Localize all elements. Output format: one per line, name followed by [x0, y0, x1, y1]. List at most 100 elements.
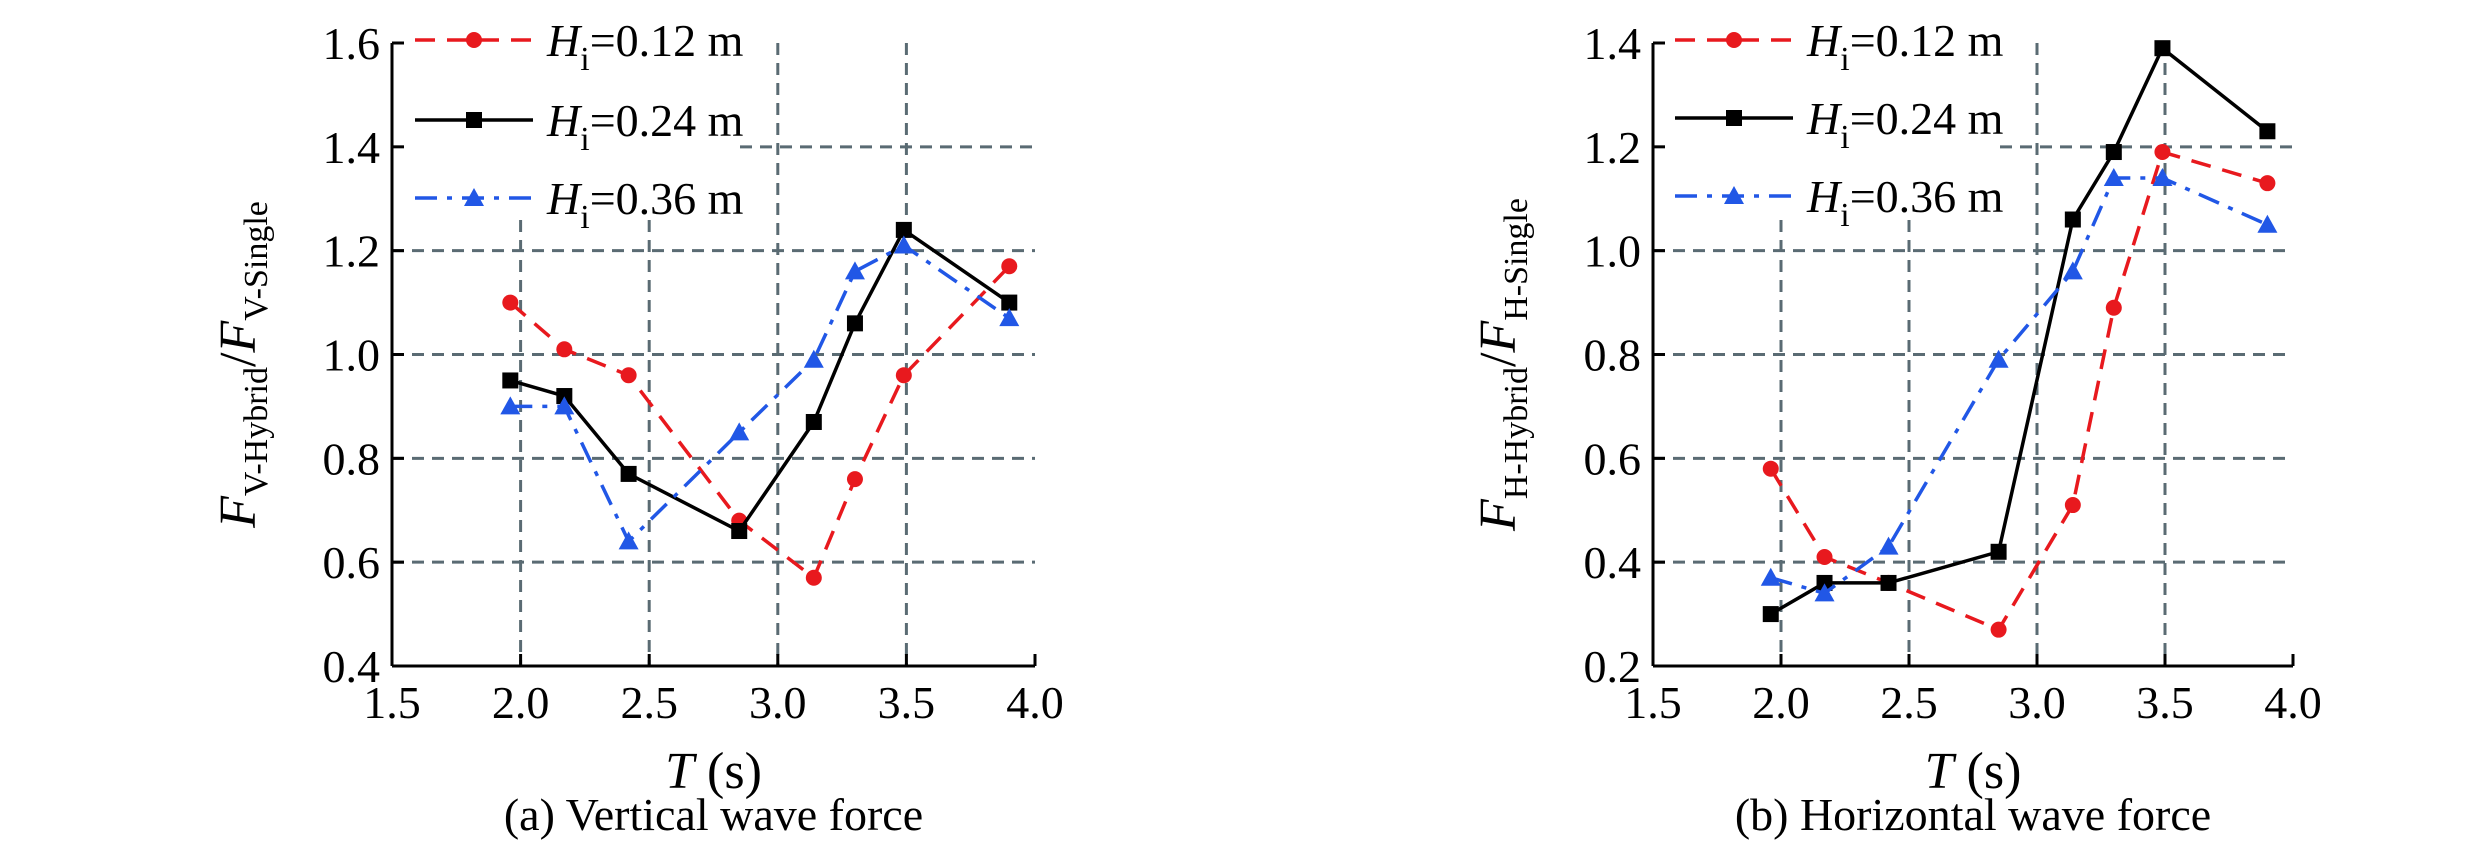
data-point [500, 396, 521, 415]
y-tick-label: 1.0 [1584, 226, 1642, 277]
data-point [620, 367, 637, 384]
series-line [1769, 149, 2268, 632]
y-tick-label: 1.2 [323, 226, 381, 277]
legend-label-value: =0.12 m [1850, 15, 2004, 66]
x-tick-label: 1.5 [363, 677, 421, 728]
legend-entry: Hi=0.24 m [1675, 93, 2004, 156]
data-point [846, 315, 863, 332]
series-line [509, 227, 1011, 534]
legend-entry: Hi=0.24 m [415, 95, 744, 158]
legend-label: Hi=0.24 m [1806, 93, 2004, 156]
legend-label: Hi=0.36 m [1806, 171, 2004, 234]
legend-label-value: =0.24 m [590, 95, 744, 146]
y-tick-label: 0.8 [1584, 330, 1642, 381]
x-tick-label: 2.0 [492, 677, 550, 728]
y-axis-label: FH-Hybrid/FH-Single [1470, 198, 1535, 532]
figure-caption: (a) Vertical wave force [504, 789, 923, 840]
data-point [620, 465, 637, 482]
data-point [1816, 574, 1833, 591]
data-point [846, 471, 863, 488]
y-axis-label-subscript: H-Single [1498, 198, 1535, 321]
data-point [1762, 606, 1779, 623]
data-point [618, 531, 639, 550]
data-point [502, 372, 519, 389]
data-point [805, 413, 822, 430]
legend-label-symbol: H [546, 173, 583, 224]
data-point [803, 349, 824, 368]
data-point [895, 367, 912, 384]
y-tick-label: 1.4 [323, 122, 381, 173]
legend-marker [1726, 110, 1742, 126]
legend-label-subscript: i [1840, 197, 1849, 234]
legend-marker [466, 112, 482, 128]
x-tick-label: 2.5 [620, 677, 678, 728]
legend-label: Hi=0.12 m [1806, 15, 2004, 78]
series-line [509, 265, 1011, 581]
legend-label-subscript: i [1840, 41, 1849, 78]
chart-panel-a: 1.5 2.0 2.5 3.0 3.5 4.0 0.4 0.6 0.8 1.0 1.2 1.4 1.6 T… [210, 15, 1064, 840]
data-point [1814, 583, 1835, 602]
legend-label-subscript: i [580, 41, 589, 78]
x-tick-label: 3.0 [749, 677, 807, 728]
y-axis-label: FV-Hybrid/FV-Single [210, 201, 275, 529]
data-point [731, 523, 748, 540]
y-axis-label-symbol: F [210, 320, 267, 354]
data-point [1990, 621, 2007, 638]
series-line [1770, 176, 2269, 596]
legend-label-symbol: H [1806, 15, 1843, 66]
legend-label-subscript: i [1840, 119, 1849, 156]
legend-label-symbol: H [546, 95, 583, 146]
series-square [1762, 40, 2276, 623]
y-tick-label: 1.4 [1584, 18, 1642, 69]
data-point [2257, 214, 2278, 233]
data-point [2062, 261, 2083, 280]
data-point [2154, 144, 2171, 161]
y-axis-label-subscript: H-Hybrid [1498, 367, 1535, 499]
x-tick-label: 3.5 [2136, 677, 2194, 728]
data-point [2105, 299, 2122, 316]
data-point [1880, 574, 1897, 591]
x-tick-label: 3.0 [2008, 677, 2066, 728]
y-axis-label-symbol: F [1470, 320, 1527, 354]
data-point [729, 422, 750, 441]
legend-entry: Hi=0.12 m [415, 15, 744, 78]
legend-label-value: =0.12 m [590, 15, 744, 66]
x-axis-label-symbol: T [1925, 743, 1957, 800]
data-point [556, 388, 573, 405]
data-point [554, 396, 575, 415]
x-axis-label: T (s) [665, 743, 762, 800]
data-point [2259, 123, 2276, 140]
data-point [1990, 543, 2007, 560]
legend-label: Hi=0.24 m [546, 95, 744, 158]
data-point [2064, 211, 2081, 228]
y-tick-label: 0.8 [323, 433, 381, 484]
data-point [2154, 40, 2171, 57]
y-axis-label-symbol: F [1470, 498, 1527, 532]
data-point [1001, 294, 1018, 311]
data-point [2152, 167, 2173, 186]
data-point [844, 261, 865, 280]
data-point [502, 294, 519, 311]
legend-label-subscript: i [580, 121, 589, 158]
data-point [1001, 258, 1018, 275]
legend-entry: Hi=0.36 m [1675, 171, 2004, 234]
y-tick-label: 0.6 [1584, 433, 1642, 484]
y-tick-label: 0.6 [323, 537, 381, 588]
y-tick-label: 1.6 [323, 18, 381, 69]
x-tick-label: 4.0 [1006, 677, 1064, 728]
data-point [999, 308, 1020, 327]
data-point [2064, 497, 2081, 514]
legend-label: Hi=0.36 m [546, 173, 744, 236]
data-point [2259, 175, 2276, 192]
legend-label-symbol: H [1806, 93, 1843, 144]
legend-label-subscript: i [580, 199, 589, 236]
data-point [895, 221, 912, 238]
series-square [502, 221, 1018, 540]
legend-entry: Hi=0.36 m [415, 173, 744, 236]
figure-caption: (b) Horizontal wave force [1735, 789, 2211, 840]
y-axis-label-subscript: V-Hybrid [238, 367, 275, 496]
chart-panel-b: 1.5 2.0 2.5 3.0 3.5 4.0 0.2 0.4 0.6 0.8 1.0 1.2 1.4 T… [1470, 15, 2322, 840]
legend-label-value: =0.36 m [1850, 171, 2004, 222]
y-axis-label-separator: / [1470, 352, 1527, 367]
